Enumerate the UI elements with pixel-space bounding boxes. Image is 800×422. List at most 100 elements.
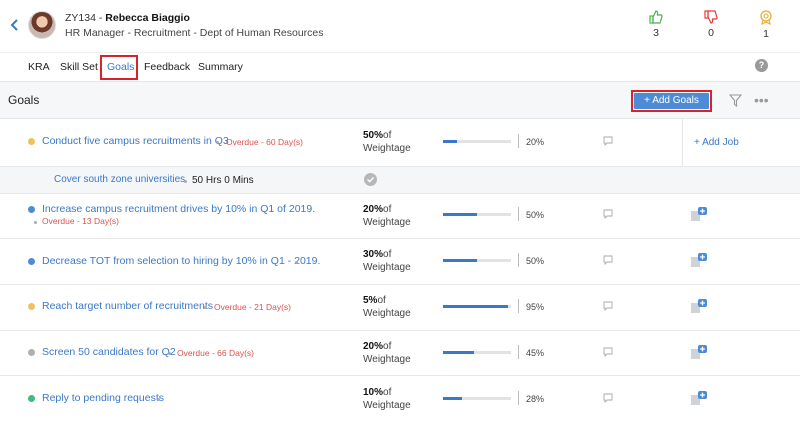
progress-fill: [443, 140, 457, 143]
progress-percent: 50%: [526, 210, 545, 220]
progress-divider: [518, 391, 519, 405]
status-dot: [28, 258, 35, 265]
status-dot: [28, 206, 35, 213]
subtask-title[interactable]: Cover south zone universities: [54, 174, 186, 185]
weight-label: Weightage: [363, 217, 411, 228]
tab-bar: KRA Skill Set Goals Feedback Summary: [0, 52, 800, 80]
goal-row: Decrease TOT from selection to hiring by…: [0, 239, 800, 285]
thumbs-down-count: 0: [708, 27, 714, 39]
separator-dot: [184, 180, 187, 183]
overdue-label: Overdue - 13 Day(s): [42, 216, 119, 226]
progress-percent: 95%: [526, 302, 545, 312]
weightage: 30%of Weightage: [363, 248, 411, 274]
weight-value: 10%: [363, 387, 384, 398]
goal-row: Increase campus recruitment drives by 10…: [0, 194, 800, 239]
goal-title[interactable]: Increase campus recruitment drives by 10…: [42, 203, 316, 215]
progress-fill: [443, 305, 508, 308]
separator-dot: [216, 141, 219, 144]
thumbs-up-count: 3: [653, 27, 659, 39]
progress-bar: [443, 351, 511, 354]
comment-icon[interactable]: [603, 136, 613, 146]
progress-bar: [443, 140, 511, 143]
progress-fill: [443, 259, 477, 262]
thumbs-up-icon: [649, 10, 663, 24]
help-icon[interactable]: ?: [755, 59, 768, 72]
more-options-icon[interactable]: •••: [754, 92, 769, 108]
add-goals-highlight: [631, 90, 712, 112]
progress-bar: [443, 213, 511, 216]
weight-suffix: of: [383, 341, 392, 352]
progress-percent: 28%: [526, 394, 545, 404]
check-circle-icon[interactable]: [364, 173, 377, 186]
weight-label: Weightage: [363, 262, 411, 273]
thumbs-down-stat[interactable]: 0: [696, 10, 726, 39]
comment-icon[interactable]: [603, 255, 613, 265]
add-goals-label: Add Goals: [652, 95, 699, 106]
goal-title[interactable]: Reach target number of recruitments: [42, 300, 213, 312]
goals-section-bar: Goals + Add Goals •••: [0, 81, 800, 119]
separator-dot: [204, 306, 207, 309]
filter-icon[interactable]: [729, 94, 742, 107]
progress-bar: [443, 305, 511, 308]
back-chevron-icon[interactable]: [8, 17, 22, 33]
add-attachment-icon[interactable]: [690, 206, 708, 222]
separator-dot: [157, 398, 160, 401]
badge-count: 1: [763, 28, 769, 40]
progress-fill: [443, 397, 463, 400]
progress-bar: [443, 397, 511, 400]
goal-title[interactable]: Decrease TOT from selection to hiring by…: [42, 255, 321, 267]
subtask-row: Cover south zone universities 50 Hrs 0 M…: [0, 167, 800, 194]
badge-stat[interactable]: 1: [751, 10, 781, 40]
comment-icon[interactable]: [603, 347, 613, 357]
add-job-link[interactable]: + Add Job: [694, 137, 739, 148]
tab-kra[interactable]: KRA: [28, 61, 50, 73]
weight-label: Weightage: [363, 143, 411, 154]
separator-dot: [34, 221, 37, 224]
comment-icon[interactable]: [603, 209, 613, 219]
progress-divider: [518, 253, 519, 267]
employee-id-name: ZY134 - Rebecca Biaggio: [65, 12, 190, 24]
subtask-hours: 50 Hrs 0 Mins: [192, 175, 254, 186]
goal-row: Screen 50 candidates for Q2 Overdue - 66…: [0, 331, 800, 376]
progress-divider: [518, 299, 519, 313]
weight-suffix: of: [377, 295, 386, 306]
active-tab-highlight: [100, 55, 138, 80]
weight-value: 20%: [363, 341, 384, 352]
badge-icon: [760, 10, 772, 25]
thumbs-up-stat[interactable]: 3: [641, 10, 671, 39]
progress-divider: [518, 345, 519, 359]
plus-icon: +: [644, 95, 650, 106]
weightage: 10%of Weightage: [363, 386, 411, 412]
tab-skill-set[interactable]: Skill Set: [60, 61, 98, 73]
tab-summary[interactable]: Summary: [198, 61, 243, 73]
weight-suffix: of: [383, 249, 392, 260]
goal-title[interactable]: Reply to pending requests: [42, 392, 164, 404]
tab-goals[interactable]: Goals: [107, 61, 135, 73]
add-attachment-icon[interactable]: [690, 252, 708, 268]
add-attachment-icon[interactable]: [690, 344, 708, 360]
goal-title[interactable]: Conduct five campus recruitments in Q3: [42, 135, 229, 147]
comment-icon[interactable]: [603, 301, 613, 311]
status-dot: [28, 395, 35, 402]
weight-label: Weightage: [363, 308, 411, 319]
goal-title[interactable]: Screen 50 candidates for Q2: [42, 346, 176, 358]
progress-percent: 50%: [526, 256, 545, 266]
employee-name: Rebecca Biaggio: [105, 12, 190, 24]
separator-dot: [295, 261, 298, 264]
overdue-label: Overdue - 60 Day(s): [226, 137, 303, 147]
overdue-label: Overdue - 66 Day(s): [177, 348, 254, 358]
add-attachment-icon[interactable]: [690, 298, 708, 314]
add-goals-button[interactable]: + Add Goals: [634, 93, 709, 109]
separator-dot: [168, 352, 171, 355]
comment-icon[interactable]: [603, 393, 613, 403]
tab-feedback[interactable]: Feedback: [144, 61, 191, 73]
weight-label: Weightage: [363, 354, 411, 365]
goal-row: Reply to pending requests 10%of Weightag…: [0, 376, 800, 422]
progress-fill: [443, 213, 477, 216]
weight-value: 50%: [363, 130, 384, 141]
status-dot: [28, 303, 35, 310]
add-attachment-icon[interactable]: [690, 390, 708, 406]
column-divider: [682, 119, 683, 167]
status-dot: [28, 138, 35, 145]
weight-value: 5%: [363, 295, 378, 306]
